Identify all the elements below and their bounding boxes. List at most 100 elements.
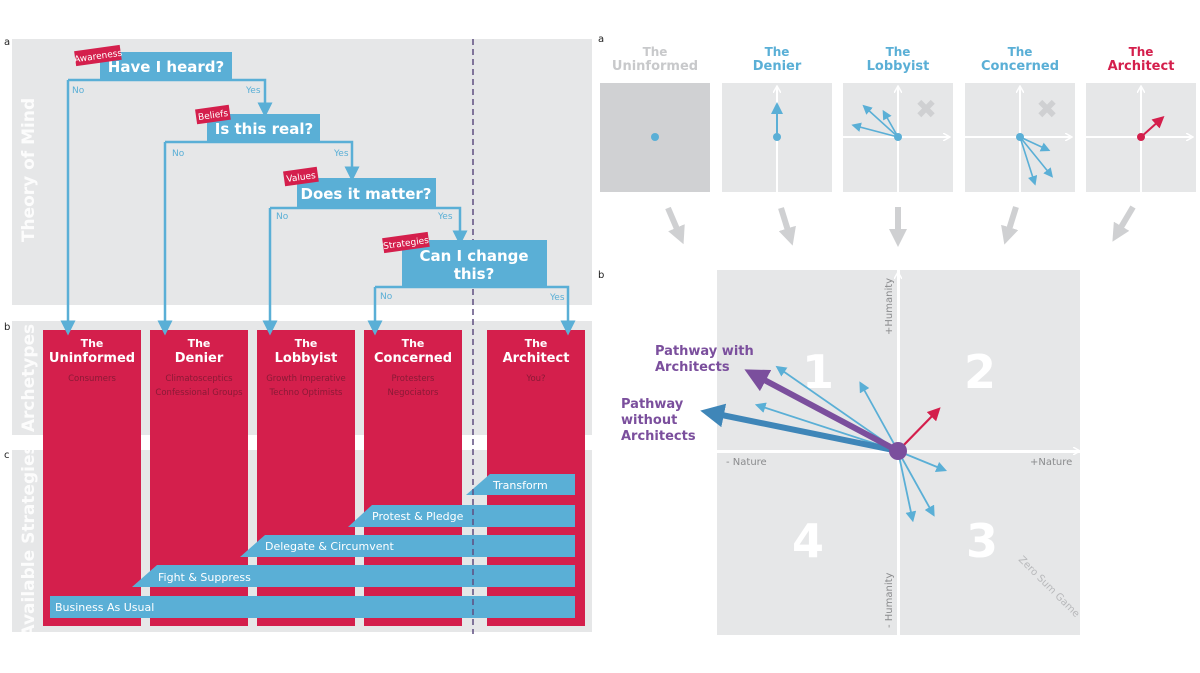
box-denier <box>722 83 832 192</box>
axis-label: +Humanity <box>884 278 895 335</box>
archetype-name: Uninformed <box>49 351 135 366</box>
question-tag: Values <box>286 171 317 185</box>
quadrant-3-area <box>900 453 1080 635</box>
cross-icon: ✖ <box>915 95 937 125</box>
quadrant-number: 1 <box>802 345 834 399</box>
archetype-sub: Growth Imperative <box>266 374 346 384</box>
strategy-bar-fight <box>132 565 575 587</box>
pathway-without-architects-arrow <box>700 403 899 454</box>
archetype-sub: Climatosceptics <box>165 374 233 384</box>
dot <box>651 133 659 141</box>
archetype-name: Lobbyist <box>275 351 338 366</box>
panel-label-a: a <box>598 34 604 45</box>
yes-label: Yes <box>437 212 453 222</box>
pathway-without-label: Architects <box>621 429 696 444</box>
pathway-with-label: Pathway with <box>655 344 754 359</box>
pathway-without-label: Pathway <box>621 397 684 412</box>
archetype-the: The <box>402 337 425 350</box>
question-box <box>100 52 232 80</box>
box-architect <box>1086 83 1196 192</box>
archetype-sub: Confessional Groups <box>155 388 243 398</box>
archetype-sub: Techno Optimists <box>269 388 344 398</box>
archetype-name: Denier <box>175 351 224 366</box>
archetype-title-name: Denier <box>753 59 802 74</box>
question-1: Have I heard? Awareness No Yes <box>72 44 261 96</box>
axis-label: - Humanity <box>884 572 895 628</box>
panel-label-b: b <box>4 322 10 333</box>
archetype-sub: Negociators <box>388 388 439 398</box>
panel-label-a: a <box>4 37 10 48</box>
merge-arrows <box>665 205 1136 247</box>
yes-label: Yes <box>245 86 261 96</box>
yes-label: Yes <box>333 149 349 159</box>
row-label-theory: Theory of Mind <box>19 98 39 242</box>
archetype-the: The <box>525 337 548 350</box>
question-text: Is this real? <box>215 120 313 138</box>
archetype-title-name: Concerned <box>981 59 1059 74</box>
row-label-strategies: Available Strategies <box>19 444 39 637</box>
archetype-title-the: The <box>765 45 790 59</box>
panel-label-c: c <box>4 450 10 461</box>
no-label: No <box>172 149 185 159</box>
pathway-with-architects-arrow <box>744 369 900 454</box>
quadrant-number: 4 <box>792 514 824 568</box>
archetype-name: Concerned <box>374 351 452 366</box>
strategy-label: Delegate & Circumvent <box>265 540 394 553</box>
left-figure: a b c Theory of Mind Archetypes Availabl… <box>4 37 592 638</box>
question-2: Is this real? Beliefs No Yes <box>172 104 349 159</box>
archetype-the: The <box>81 337 104 350</box>
archetype-title-name: Lobbyist <box>867 59 930 74</box>
archetype-the: The <box>295 337 318 350</box>
architect-vector <box>897 407 941 452</box>
strategy-label: Protest & Pledge <box>372 510 464 523</box>
strategy-label: Transform <box>492 479 548 492</box>
strategy-bar-business <box>50 596 575 618</box>
question-box <box>402 240 547 287</box>
archetype-labels: The Uninformed Consumers The Denier Clim… <box>49 337 570 398</box>
strategy-bar-protest <box>348 505 575 527</box>
box-concerned: ✖ <box>965 83 1075 192</box>
right-figure-a: a TheUninformedTheDenierTheLobbyistTheCo… <box>598 34 1196 247</box>
archetype-title-the: The <box>643 45 668 59</box>
question-3: Does it matter? Values No Yes <box>276 166 453 222</box>
quadrant-number: 2 <box>964 345 996 399</box>
right-figure-b: b 1 2 3 4 +Humanity - Humanity - Nature … <box>598 270 1081 635</box>
question-4: Can I change this? Strategies No Yes <box>380 231 565 303</box>
strategy-label: Fight & Suppress <box>158 571 251 584</box>
pathway-with-label: Architects <box>655 360 730 375</box>
question-text: Can I change <box>419 247 528 265</box>
archetype-sub: Consumers <box>68 374 116 384</box>
strategy-bar-delegate <box>240 535 575 557</box>
archetype-title-the: The <box>1129 45 1154 59</box>
strategy-label: Business As Usual <box>55 601 154 614</box>
origin-dot <box>889 442 907 460</box>
question-box <box>297 178 436 208</box>
question-tag: Beliefs <box>198 109 230 123</box>
archetype-sub: Protesters <box>392 374 436 384</box>
archetype-title-name: Architect <box>1108 59 1175 74</box>
archetype-title-the: The <box>886 45 911 59</box>
question-text: this? <box>454 265 495 283</box>
yes-label: Yes <box>549 293 565 303</box>
pathway-without-label: without <box>621 413 677 428</box>
row-label-archetypes: Archetypes <box>19 324 39 432</box>
strategy-bar-transform <box>466 474 575 495</box>
quadrant-number: 3 <box>966 514 998 568</box>
panel-label-b: b <box>598 270 604 281</box>
archetype-the: The <box>188 337 211 350</box>
box-lobbyist: ✖ <box>843 83 953 192</box>
question-text: Have I heard? <box>108 58 224 76</box>
quadrant-4-area <box>717 453 897 635</box>
archetype-sub: You? <box>525 374 545 384</box>
archetype-title-the: The <box>1008 45 1033 59</box>
archetype-title-name: Uninformed <box>612 59 698 74</box>
axis-label: - Nature <box>726 457 767 468</box>
no-label: No <box>72 86 85 96</box>
axis-label: +Nature <box>1030 457 1072 468</box>
archetype-name: Architect <box>503 351 570 366</box>
question-text: Does it matter? <box>301 185 432 203</box>
column-uninformed <box>43 330 141 626</box>
no-label: No <box>276 212 289 222</box>
cross-icon: ✖ <box>1036 95 1058 125</box>
